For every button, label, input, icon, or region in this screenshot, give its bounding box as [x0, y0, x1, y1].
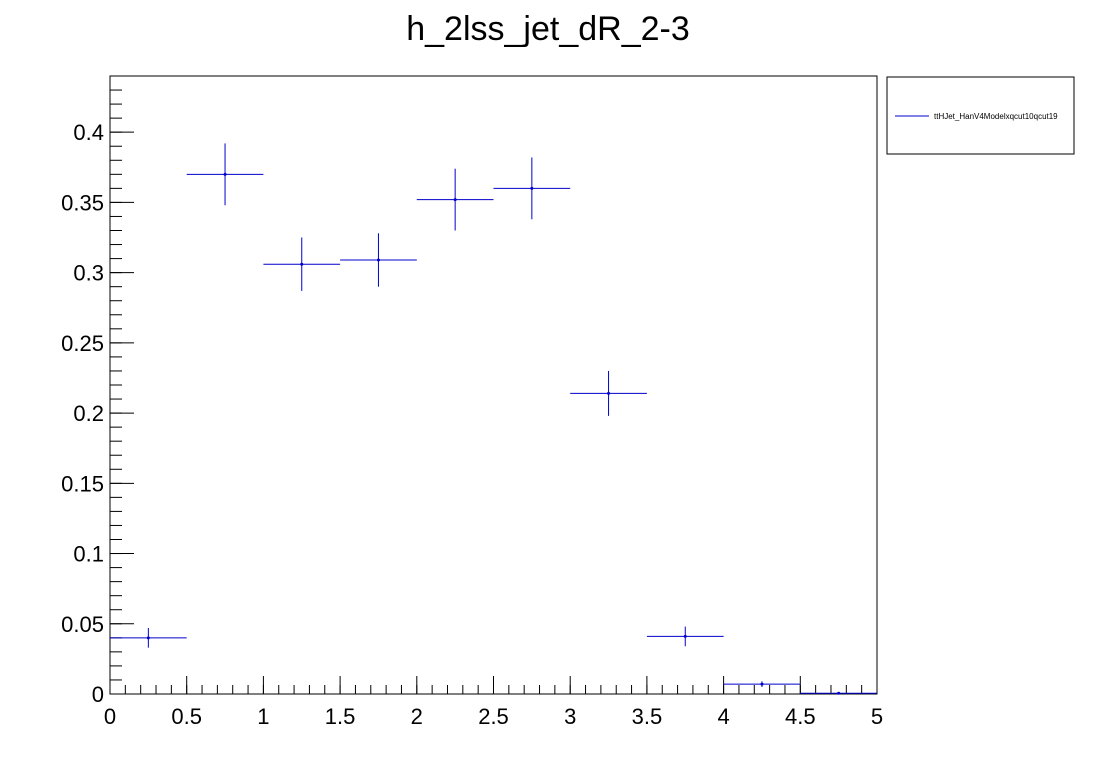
- x-tick-label: 3: [564, 704, 576, 729]
- x-tick-labels: 0 0.5 1 1.5 2 2.5 3 3.5 4 4.5 5: [104, 704, 883, 729]
- data-point: [723, 681, 801, 687]
- x-tick-label: 0.5: [171, 704, 202, 729]
- x-tick-label: 4: [717, 704, 729, 729]
- point-marker: [453, 198, 457, 202]
- y-minor-ticks: [110, 75, 122, 695]
- data-point: [263, 237, 341, 291]
- data-point: [340, 233, 417, 287]
- y-tick-labels: 0 0.05 0.1 0.15 0.2 0.25 0.3 0.35 0.4: [61, 120, 104, 707]
- x-tick-label: 3.5: [632, 704, 663, 729]
- point-marker: [530, 186, 534, 190]
- y-tick-label: 0.25: [61, 331, 104, 356]
- point-marker: [223, 172, 227, 176]
- point-marker: [760, 682, 764, 686]
- data-point: [416, 168, 494, 231]
- y-tick-label: 0.35: [61, 190, 104, 215]
- y-tick-label: 0.3: [73, 261, 104, 286]
- point-marker: [683, 634, 687, 638]
- y-tick-label: 0.1: [73, 542, 104, 567]
- x-tick-label: 5: [871, 704, 883, 729]
- point-marker: [300, 262, 304, 266]
- point-marker: [376, 258, 380, 262]
- data-point: [800, 691, 877, 695]
- point-marker: [607, 391, 611, 395]
- data-point: [186, 143, 264, 206]
- point-marker: [837, 691, 841, 695]
- data-point: [110, 627, 187, 648]
- x-tick-label: 1.5: [325, 704, 356, 729]
- x-tick-label: 2.5: [478, 704, 509, 729]
- data-point: [493, 157, 571, 220]
- chart-title: h_2lss_jet_dR_2-3: [406, 10, 690, 48]
- y-tick-label: 0.05: [61, 612, 104, 637]
- x-major-ticks: [109, 676, 878, 694]
- y-major-ticks: [110, 131, 134, 695]
- y-tick-label: 0.2: [73, 401, 104, 426]
- y-tick-label: 0.15: [61, 471, 104, 496]
- data-point: [646, 626, 724, 647]
- x-tick-label: 4.5: [785, 704, 816, 729]
- point-marker: [146, 636, 150, 640]
- data-points: [110, 143, 877, 695]
- y-tick-label: 0: [92, 682, 104, 707]
- x-tick-label: 1: [257, 704, 269, 729]
- y-tick-label: 0.4: [73, 120, 104, 145]
- legend: ttHJet_HanV4Modelxqcut10qcut19: [886, 76, 1075, 155]
- x-tick-label: 2: [411, 704, 423, 729]
- x-minor-ticks: [109, 685, 878, 694]
- data-point: [570, 370, 647, 416]
- x-tick-label: 0: [104, 704, 116, 729]
- legend-entry: ttHJet_HanV4Modelxqcut10qcut19: [934, 112, 1058, 121]
